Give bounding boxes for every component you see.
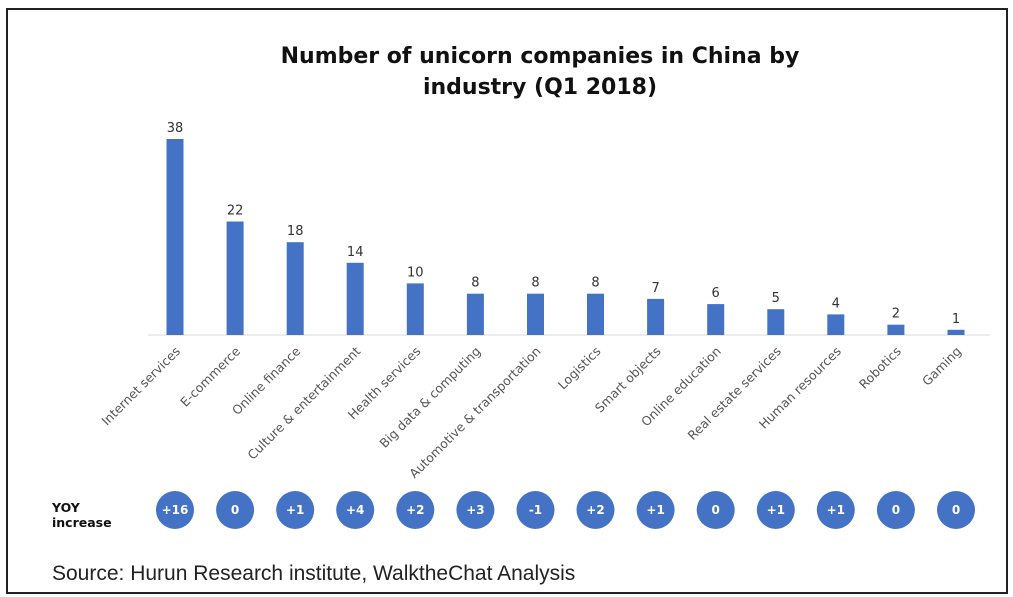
value-label: 14 <box>347 245 364 260</box>
yoy-value: 0 <box>952 503 960 517</box>
yoy-value: +1 <box>767 503 785 517</box>
yoy-badge <box>696 491 735 529</box>
value-label: 8 <box>591 276 599 291</box>
yoy-badge <box>816 491 855 529</box>
category-label: Logistics <box>555 344 604 393</box>
yoy-value: +1 <box>646 503 664 517</box>
bar <box>166 139 184 335</box>
source-note: Source: Hurun Research institute, Walkth… <box>52 562 575 585</box>
bar <box>887 324 905 335</box>
bar <box>767 309 785 335</box>
yoy-value: +2 <box>406 503 424 517</box>
yoy-value: 0 <box>892 503 900 517</box>
value-label: 5 <box>772 291 780 306</box>
bar <box>226 221 244 335</box>
bar <box>647 298 665 335</box>
yoy-badge <box>937 491 975 529</box>
value-label: 18 <box>287 224 304 239</box>
yoy-badge <box>396 491 435 529</box>
yoy-badge <box>516 491 555 529</box>
value-label: 7 <box>651 281 659 296</box>
category-label: Big data & computing <box>376 344 483 451</box>
yoy-value: +1 <box>827 503 845 517</box>
bar <box>947 329 965 335</box>
value-label: 8 <box>531 276 539 291</box>
yoy-badge <box>276 491 315 529</box>
yoy-value: 0 <box>712 503 720 517</box>
value-label: 8 <box>471 276 479 291</box>
chart-title-line1: Number of unicorn companies in China by <box>281 44 800 69</box>
yoy-badge <box>756 491 795 529</box>
category-label: Robotics <box>856 344 904 392</box>
yoy-badges-group: +16 0 +1 +4 +2 +3 -1 +2 +1 0 +1 +1 0 0 <box>156 491 975 529</box>
yoy-badge <box>576 491 615 529</box>
category-label: E-commerce <box>177 343 243 409</box>
chart-title-line2: industry (Q1 2018) <box>423 75 657 100</box>
yoy-badge <box>456 491 495 529</box>
yoy-value: +1 <box>286 503 304 517</box>
bar <box>466 293 484 335</box>
yoy-badge <box>336 491 375 529</box>
value-label: 10 <box>407 265 424 280</box>
yoy-label-line2: increase <box>52 515 112 530</box>
bar <box>587 293 604 335</box>
bar <box>527 293 544 335</box>
yoy-value: -1 <box>529 503 542 517</box>
value-labels-group: 38 22 18 14 10 8 8 8 7 6 5 4 2 1 <box>167 121 960 327</box>
bar <box>346 262 364 335</box>
category-label: Gaming <box>919 344 964 389</box>
value-label: 22 <box>227 204 244 219</box>
value-label: 2 <box>892 307 900 322</box>
value-label: 4 <box>832 296 840 311</box>
bar <box>707 304 725 335</box>
yoy-badge <box>216 491 255 529</box>
yoy-value: +16 <box>162 503 189 517</box>
bars-group <box>166 139 965 335</box>
yoy-label-line1: YOY <box>51 500 81 515</box>
bar <box>827 314 845 335</box>
value-label: 1 <box>952 312 960 327</box>
yoy-value: +2 <box>586 503 604 517</box>
yoy-badge <box>636 491 675 529</box>
yoy-badge <box>876 491 915 529</box>
bar <box>286 242 304 335</box>
value-label: 38 <box>167 121 184 136</box>
category-label: Internet services <box>98 344 183 429</box>
category-label: Automotive & transportation <box>406 344 543 481</box>
value-label: 6 <box>712 286 720 301</box>
bar <box>406 283 424 335</box>
yoy-badge <box>156 491 194 529</box>
yoy-value: +4 <box>346 503 364 517</box>
yoy-value: 0 <box>231 503 239 517</box>
category-label: Culture & entertainment <box>244 343 363 462</box>
yoy-value: +3 <box>466 503 484 517</box>
